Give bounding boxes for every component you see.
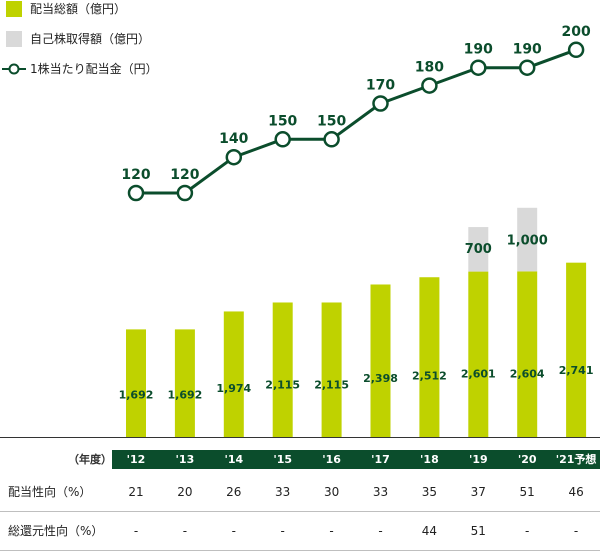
table-top-rule (0, 437, 600, 438)
dps-label: 140 (219, 131, 248, 147)
dps-point (372, 95, 389, 112)
table-cell: 51 (470, 524, 486, 538)
legend-label-buyback-total: 自己株取得額（億円） (30, 32, 151, 46)
dps-label: 190 (513, 42, 542, 58)
table-cell: 21 (128, 485, 144, 499)
x-axis-row: （年度） '12 '13 '14 '15 '16 '17 '18 '19 '20 '21予想 (0, 450, 600, 469)
table-cell: 44 (421, 524, 438, 538)
x-tick-label: '19 (468, 453, 488, 466)
buyback-bar-label: 700 (465, 242, 492, 257)
dividend-bar-label: 2,604 (510, 367, 545, 380)
table-row-total-return-ratio: 総還元性向（%） - - - - - - 44 51 - - (0, 512, 600, 551)
x-tick-label: '14 (224, 453, 244, 466)
buyback-swatch (6, 31, 22, 47)
x-tick-label: '21予想 (555, 453, 597, 466)
dividend-bar-label: 2,741 (559, 364, 594, 377)
row-label-total-return-ratio: 総還元性向（%） (8, 524, 104, 538)
table-cell: 33 (275, 485, 291, 499)
dividend-swatch (6, 1, 22, 17)
dps-point (274, 131, 291, 148)
x-tick-label: '16 (322, 453, 341, 466)
dps-label: 180 (415, 60, 444, 76)
dividend-bar (174, 329, 195, 437)
table-cell: 20 (177, 485, 193, 499)
table-cell: 35 (421, 485, 438, 499)
dps-label: 190 (464, 42, 493, 58)
table-cell: - (182, 524, 188, 538)
dps-point (518, 59, 536, 76)
dividend-bar (468, 271, 489, 437)
dps-point (225, 148, 243, 166)
x-tick-label: '12 (126, 453, 146, 466)
x-tick-label: '15 (273, 453, 293, 466)
legend-label-dividend-total: 配当総額（億円） (30, 2, 127, 16)
dividend-bar-label: 2,398 (363, 372, 398, 385)
dps-point (421, 77, 438, 94)
dps-label: 150 (268, 113, 297, 129)
dps-label: 120 (170, 167, 199, 183)
dividend-bar-label: 2,115 (265, 379, 300, 392)
dividend-bar-label: 2,601 (461, 367, 496, 380)
data-table: （年度） '12 '13 '14 '15 '16 '17 '18 '19 '20 '21予想 配当… (0, 437, 600, 551)
table-cell: - (378, 524, 383, 538)
dividend-bar (223, 311, 244, 437)
dps-point (470, 59, 487, 76)
table-cell: 37 (470, 485, 486, 499)
x-tick-label: '17 (371, 453, 390, 466)
buyback-bar-label: 1,000 (507, 234, 548, 249)
dividend-bar (321, 302, 342, 437)
table-cell: - (280, 524, 285, 538)
dps-label: 170 (366, 78, 395, 94)
dps-label: 200 (561, 24, 590, 40)
dividend-bar (419, 277, 440, 437)
x-tick-label: '18 (420, 453, 439, 466)
dps-label: 120 (121, 167, 150, 183)
dividend-bar (517, 271, 538, 437)
table-cell: - (573, 524, 579, 538)
dividend-bar (126, 329, 146, 437)
dividend-bar-label: 1,974 (216, 382, 251, 395)
table-cell: 51 (519, 485, 535, 499)
dps-point (127, 184, 145, 202)
dps-point (323, 131, 340, 148)
table-cell: 26 (226, 485, 242, 499)
dividend-bar-label: 2,512 (412, 369, 447, 382)
table-row-payout-ratio: 配当性向（%） 21 20 26 33 30 33 35 37 51 46 (0, 473, 600, 512)
x-axis-band (112, 450, 600, 469)
x-tick-label: '20 (517, 453, 537, 466)
dividend-bar-label: 1,692 (119, 388, 154, 401)
table-cell: 46 (568, 485, 584, 499)
buyback-bar (517, 207, 538, 272)
table-cell: 33 (372, 485, 389, 499)
dps-point (176, 184, 194, 202)
dps-point (567, 41, 585, 59)
table-cell: - (329, 524, 334, 538)
dividend-bar (272, 302, 293, 437)
x-tick-label: '13 (175, 453, 195, 466)
dividend-bar-label: 1,692 (168, 388, 203, 401)
table-cell: - (525, 524, 530, 538)
line-marker-icon (2, 63, 26, 75)
row-label-payout-ratio: 配当性向（%） (8, 485, 92, 499)
legend-label-dps: 1株当たり配当金（円） (30, 62, 158, 76)
dividend-bar (370, 284, 391, 437)
chart-canvas: 1,692 1,692 1,974 2,115 2,115 2,398 2,512 2,601… (119, 24, 594, 437)
table-cell: 30 (323, 485, 340, 499)
dividend-bar-label: 2,115 (314, 379, 349, 392)
table-cell: - (133, 524, 139, 538)
x-axis-header: （年度） (68, 453, 112, 466)
table-cell: - (231, 524, 236, 538)
dps-line (136, 48, 577, 195)
buyback-bar (468, 227, 489, 272)
dividend-bar (566, 262, 587, 437)
dps-label: 150 (317, 113, 346, 129)
